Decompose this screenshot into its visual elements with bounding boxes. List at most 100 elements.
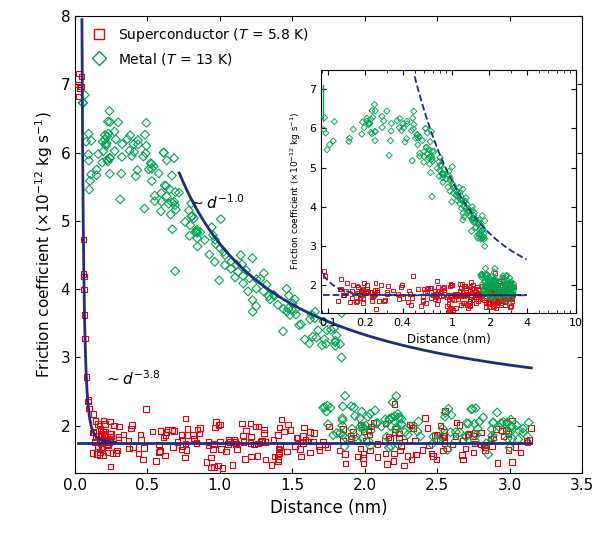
Point [359,425,368,433]
Point [439,286,449,294]
Point [422,286,431,295]
Point [424,284,433,292]
Point [184,206,194,215]
Point [106,432,116,441]
Point [381,449,391,458]
Point [497,289,506,297]
Point [462,301,472,309]
Point [448,305,458,314]
Point [484,282,493,291]
Point [340,392,350,400]
Point [393,414,403,422]
Point [467,285,476,293]
Point [361,437,371,445]
Point [397,420,406,429]
Point [295,321,304,330]
Point [496,301,506,309]
Point [388,286,398,295]
Point [484,273,494,282]
Point [479,232,488,241]
Point [388,398,397,407]
Point [97,439,106,447]
Point [346,402,356,410]
Point [473,291,482,299]
Point [102,433,112,441]
Point [487,279,496,288]
Point [157,197,166,206]
Point [427,440,437,448]
Point [506,281,516,290]
Point [364,120,374,129]
Point [338,437,347,445]
Point [385,435,395,444]
Point [488,290,498,299]
Point [489,433,499,441]
Legend: Superconductor ($T$ = 5.8 K), Metal ($T$ = 13 K): Superconductor ($T$ = 5.8 K), Metal ($T$… [82,23,311,70]
Point [370,127,380,136]
Point [457,280,467,288]
Point [380,415,390,424]
Point [411,134,421,142]
Point [497,289,506,298]
Point [459,282,469,291]
Point [370,406,380,415]
Point [512,422,521,430]
Point [366,288,376,296]
Point [413,285,423,293]
Point [74,70,83,78]
Point [208,231,218,240]
Point [467,216,477,224]
Point [93,432,103,440]
Point [506,278,516,287]
Point [387,119,397,128]
Point [430,431,439,440]
Point [487,431,497,440]
Point [377,422,386,431]
Point [237,260,247,269]
Y-axis label: Friction coefficient ($\times$10$^{-12}$ kg s$^{-1}$): Friction coefficient ($\times$10$^{-12}$… [289,112,304,270]
Point [110,147,119,155]
Point [480,242,490,250]
Point [502,272,511,280]
Point [437,170,447,178]
Point [130,148,139,156]
Point [373,440,382,448]
Point [98,451,107,460]
Point [446,281,456,289]
Point [323,401,332,410]
Point [407,294,417,303]
Point [451,432,460,440]
Point [455,280,464,288]
Point [154,169,164,178]
Point [321,340,331,348]
Point [468,213,478,222]
Point [499,279,509,288]
Point [355,291,364,300]
Point [438,173,448,182]
Point [419,152,429,161]
Point [457,204,466,212]
Point [465,212,475,220]
Point [278,327,288,335]
Point [319,317,328,326]
Point [319,403,328,412]
Point [444,300,454,308]
Point [356,445,365,453]
Point [479,441,489,449]
Point [413,417,423,426]
Point [475,231,484,239]
Point [98,147,108,156]
Point [482,271,492,279]
Point [433,435,442,444]
Point [335,285,345,294]
Point [127,421,137,429]
Point [413,131,422,139]
Point [506,285,516,294]
Point [506,287,515,296]
Point [478,287,488,295]
Point [352,297,362,305]
Point [490,302,499,310]
Point [97,444,106,452]
Point [427,152,436,161]
Point [149,162,158,171]
